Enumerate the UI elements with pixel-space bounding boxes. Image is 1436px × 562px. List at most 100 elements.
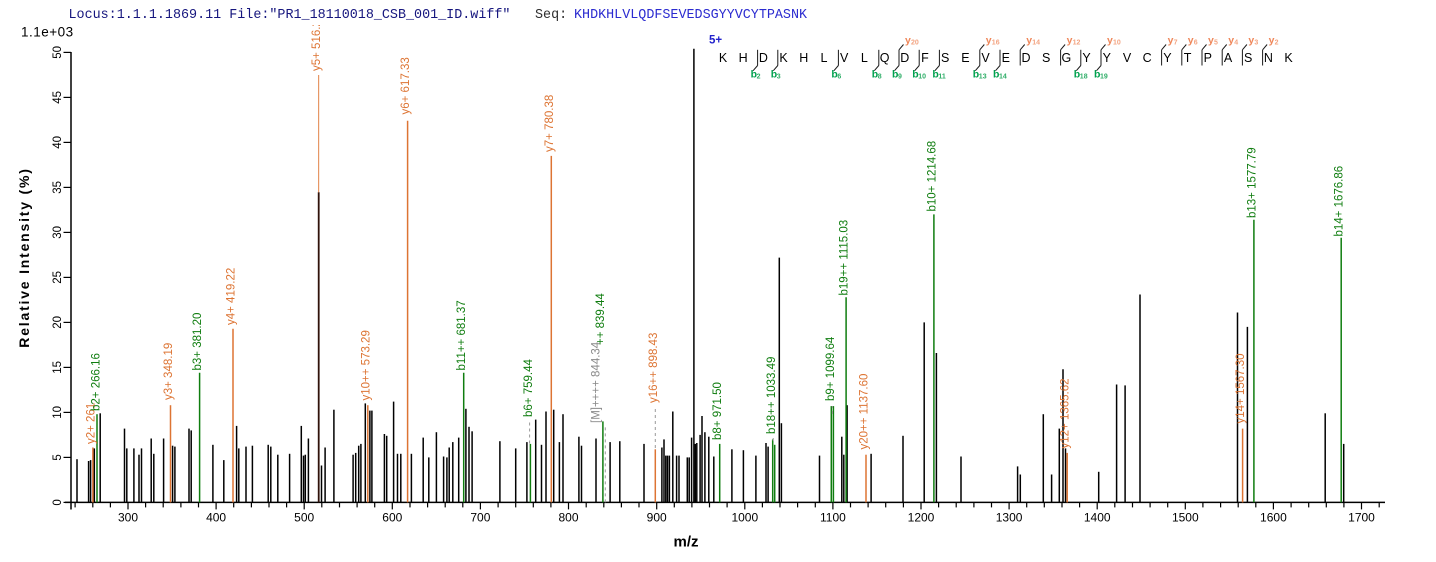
svg-text:b3+ 381.20: b3+ 381.20: [192, 313, 204, 371]
svg-text:D: D: [900, 51, 909, 65]
svg-text:6: 6: [1194, 40, 1198, 47]
svg-text:b: b: [892, 69, 898, 81]
svg-text:5: 5: [1214, 40, 1218, 47]
svg-text:V: V: [1123, 51, 1132, 65]
svg-text:y: y: [1026, 35, 1032, 47]
svg-text:b: b: [993, 69, 999, 81]
svg-text:b: b: [932, 69, 938, 81]
svg-text:K: K: [719, 51, 728, 65]
svg-text:y: y: [1228, 35, 1234, 47]
svg-text:20: 20: [52, 316, 64, 329]
svg-text:6: 6: [837, 74, 841, 81]
svg-text:50: 50: [52, 46, 64, 59]
svg-text:y: y: [1208, 35, 1214, 47]
svg-text:V: V: [981, 51, 990, 65]
svg-text:35: 35: [52, 181, 64, 194]
svg-text:[M]++++ 844.34: [M]++++ 844.34: [591, 341, 603, 423]
svg-text:14: 14: [999, 74, 1007, 81]
svg-text:E: E: [961, 51, 969, 65]
svg-text:Locus:1.1.1.1869.11 File:"PR1_: Locus:1.1.1.1869.11 File:"PR1_18110018_C…: [69, 8, 511, 23]
svg-text:y: y: [1107, 35, 1113, 47]
svg-text:b: b: [1094, 69, 1100, 81]
svg-text:b2+ 266.16: b2+ 266.16: [91, 353, 103, 411]
svg-text:0: 0: [52, 499, 64, 505]
svg-text:++ 839.44: ++ 839.44: [595, 293, 607, 345]
svg-text:7: 7: [1174, 40, 1178, 47]
svg-text:Relative Intensity (%): Relative Intensity (%): [16, 167, 32, 347]
svg-text:1200: 1200: [908, 511, 935, 525]
svg-text:4: 4: [1234, 40, 1238, 47]
svg-text:45: 45: [52, 91, 64, 104]
svg-text:K: K: [1284, 51, 1293, 65]
svg-text:b10+ 1214.68: b10+ 1214.68: [926, 141, 938, 212]
svg-text:15: 15: [52, 361, 64, 374]
svg-text:1100: 1100: [820, 511, 846, 525]
svg-text:b: b: [1074, 69, 1080, 81]
svg-text:8: 8: [878, 74, 882, 81]
svg-text:12: 12: [1073, 40, 1081, 47]
svg-text:30: 30: [52, 226, 64, 239]
svg-text:3: 3: [1254, 40, 1258, 47]
svg-text:y10++ 573.29: y10++ 573.29: [360, 330, 372, 400]
svg-text:1300: 1300: [996, 511, 1023, 525]
svg-text:b8+ 971.50: b8+ 971.50: [712, 382, 724, 440]
svg-text:b18++ 1033.49: b18++ 1033.49: [766, 357, 778, 434]
svg-text:D: D: [1021, 51, 1030, 65]
svg-text:3: 3: [777, 74, 781, 81]
svg-text:b: b: [751, 69, 757, 81]
svg-text:600: 600: [382, 511, 402, 525]
svg-text:N: N: [1264, 51, 1273, 65]
svg-text:500: 500: [294, 511, 314, 525]
svg-text:y5+ 516.27: y5+ 516.27: [311, 14, 323, 71]
svg-text:1.1e+03: 1.1e+03: [21, 25, 74, 40]
svg-text:40: 40: [52, 136, 64, 149]
svg-text:K: K: [779, 51, 788, 65]
svg-text:1400: 1400: [1084, 511, 1111, 525]
svg-text:y: y: [905, 35, 911, 47]
svg-text:y4+ 419.22: y4+ 419.22: [226, 268, 238, 325]
svg-text:Seq:: Seq:: [535, 8, 567, 23]
svg-text:700: 700: [470, 511, 490, 525]
svg-text:E: E: [1002, 51, 1010, 65]
svg-text:Y: Y: [1082, 51, 1091, 65]
svg-text:16: 16: [992, 40, 1000, 47]
svg-text:10: 10: [918, 74, 926, 81]
svg-text:10: 10: [1113, 40, 1121, 47]
svg-text:y: y: [1067, 35, 1073, 47]
svg-text:H: H: [739, 51, 748, 65]
svg-text:5+: 5+: [709, 35, 722, 47]
svg-text:b13+ 1577.79: b13+ 1577.79: [1246, 147, 1258, 218]
svg-text:b: b: [872, 69, 878, 81]
svg-text:400: 400: [206, 511, 226, 525]
svg-text:9: 9: [898, 74, 902, 81]
svg-text:b11++ 681.37: b11++ 681.37: [456, 300, 468, 370]
svg-text:y: y: [1248, 35, 1254, 47]
svg-text:P: P: [1204, 51, 1212, 65]
svg-text:y12+ 1365.62: y12+ 1365.62: [1060, 378, 1072, 448]
svg-text:F: F: [921, 51, 929, 65]
svg-text:25: 25: [52, 271, 64, 284]
svg-text:V: V: [840, 51, 849, 65]
svg-text:C: C: [1143, 51, 1152, 65]
svg-text:b19++ 1115.03: b19++ 1115.03: [839, 220, 851, 296]
svg-text:L: L: [821, 51, 828, 65]
svg-text:Q: Q: [880, 51, 890, 65]
svg-text:S: S: [1042, 51, 1050, 65]
svg-text:y16++ 898.43: y16++ 898.43: [648, 333, 660, 403]
svg-text:y3+ 348.19: y3+ 348.19: [163, 343, 175, 400]
svg-text:G: G: [1062, 51, 1072, 65]
svg-text:10: 10: [52, 406, 64, 419]
svg-text:5: 5: [52, 454, 64, 460]
svg-text:y: y: [1269, 35, 1275, 47]
svg-text:b9+ 1099.64: b9+ 1099.64: [825, 336, 837, 401]
svg-text:1000: 1000: [731, 511, 758, 525]
svg-text:y14+ 1567.30: y14+ 1567.30: [1235, 353, 1247, 423]
svg-text:1600: 1600: [1260, 511, 1287, 525]
svg-text:18: 18: [1080, 74, 1088, 81]
svg-text:S: S: [941, 51, 949, 65]
svg-text:Y: Y: [1163, 51, 1172, 65]
svg-text:11: 11: [938, 74, 946, 81]
svg-text:1700: 1700: [1348, 511, 1375, 525]
svg-text:A: A: [1224, 51, 1233, 65]
svg-text:2: 2: [757, 74, 761, 81]
